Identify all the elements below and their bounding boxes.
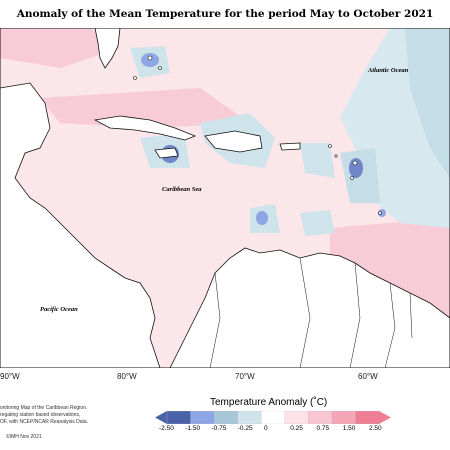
- cool-anomaly-area: [378, 209, 386, 217]
- legend-tick-label: -0.75: [211, 425, 227, 432]
- color-legend: [155, 411, 391, 424]
- legend-tick-label: 1.50: [342, 425, 356, 432]
- small-islands: [133, 55, 382, 215]
- legend-tick-label: 2.50: [369, 425, 382, 432]
- atlantic-ocean-label: Atlantic Ocean: [367, 67, 409, 74]
- legend-swatch: [261, 411, 286, 424]
- legend-swatch: [213, 411, 239, 424]
- legend-tick-label: -1.50: [185, 425, 201, 432]
- cool-anomaly-area: [349, 158, 363, 178]
- legend-tick-label: -0.25: [237, 425, 253, 432]
- cuba: [93, 115, 197, 141]
- country-borders: [209, 257, 413, 368]
- cool-anomaly-area: [256, 211, 268, 225]
- hispaniola: [204, 130, 263, 153]
- credits-line: regating station based observations,: [0, 412, 81, 418]
- map-title: Anomaly of the Mean Temperature for the …: [16, 8, 434, 20]
- longitude-label-90w: 90°W: [0, 372, 20, 381]
- credits-text: onitoring Map of the Caribbean Region. r…: [0, 405, 150, 426]
- cool-anomaly-area: [405, 28, 450, 178]
- credits-line: OF, with NCEP/NCAR Reanalysis Data.: [0, 419, 89, 425]
- cool-anomaly-area: [300, 210, 335, 236]
- legend-swatch: [166, 411, 192, 424]
- landmasses: [0, 28, 450, 368]
- legend-swatch: [308, 411, 333, 424]
- legend-swatch: [190, 411, 215, 424]
- copyright: ©IMH Nov 2021: [6, 434, 42, 440]
- legend-tick-label: 0: [264, 425, 268, 432]
- legend-tick-label: 0.75: [316, 425, 330, 432]
- caribbean-sea-label: Caribbean Sea: [162, 186, 202, 193]
- longitude-label-60w: 60°W: [358, 372, 378, 381]
- credits-line: onitoring Map of the Caribbean Region.: [0, 405, 88, 411]
- longitude-label-80w: 80°W: [117, 372, 137, 381]
- legend-swatch: [237, 411, 262, 424]
- legend-arrow-high: [379, 411, 391, 424]
- legend-swatch: [284, 411, 309, 424]
- legend-arrow-low: [155, 411, 167, 424]
- florida: [94, 28, 121, 69]
- legend-tick-label: -2.50: [159, 425, 174, 432]
- warm-anomaly-area: [0, 28, 120, 68]
- legend-swatch: [331, 411, 356, 424]
- cool-anomaly-area: [300, 143, 335, 178]
- longitude-label-70w: 70°W: [235, 372, 255, 381]
- jamaica: [154, 147, 179, 159]
- legend-title: Temperature Anomaly (˚C): [210, 397, 328, 408]
- warm-anomaly-area: [40, 88, 250, 128]
- central-america: [0, 82, 161, 368]
- pacific-ocean-label: Pacific Ocean: [40, 306, 78, 313]
- legend-tick-label: 0.25: [290, 425, 303, 432]
- legend-swatch: [355, 411, 380, 424]
- puerto-rico: [279, 142, 301, 151]
- caribbean-anomaly-map: Atlantic Ocean Caribbean Sea Pacific Oce…: [0, 28, 450, 368]
